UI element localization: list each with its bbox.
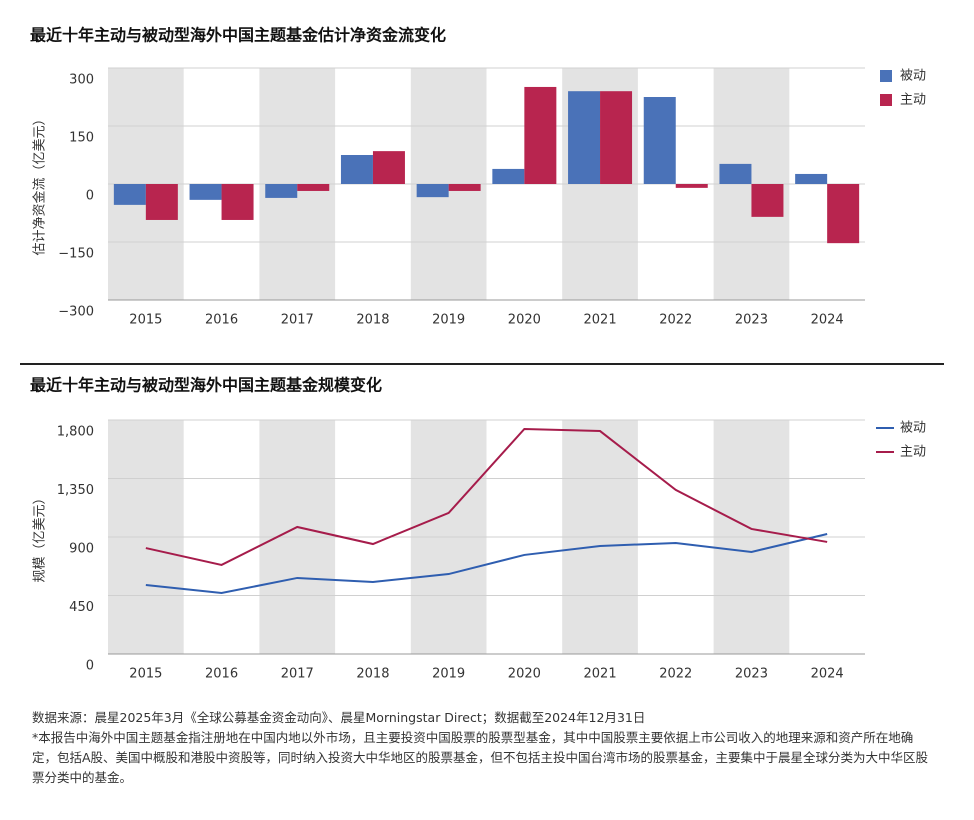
- bar: [221, 184, 254, 220]
- x-tick-label: 2024: [811, 667, 844, 682]
- x-tick-label: 2018: [356, 313, 389, 328]
- y-tick-label: 1,350: [57, 483, 94, 498]
- x-tick-label: 2017: [281, 313, 314, 328]
- source-note: 数据来源：晨星2025年3月《全球公募基金资金动向》、晨星Morningstar…: [32, 710, 646, 725]
- line: [145, 533, 828, 595]
- legend-swatch: [880, 94, 892, 106]
- bar: [145, 184, 178, 220]
- legend-label: 被动: [900, 421, 926, 436]
- y-tick-label: 0: [86, 189, 94, 204]
- bar: [643, 97, 676, 184]
- x-tick-label: 2021: [584, 313, 617, 328]
- bar: [340, 155, 373, 184]
- y-tick-label: 0: [86, 659, 94, 674]
- x-tick-label: 2015: [129, 313, 162, 328]
- bar: [265, 184, 298, 198]
- x-tick-label: 2024: [811, 313, 844, 328]
- bar: [675, 184, 708, 188]
- x-tick-label: 2022: [659, 667, 692, 682]
- y-tick-label: −150: [58, 247, 94, 262]
- y-tick-label: 150: [69, 131, 94, 146]
- x-tick-label: 2016: [205, 313, 238, 328]
- legend-label: 主动: [900, 445, 926, 460]
- y-tick-label: 1,800: [57, 425, 94, 440]
- bar: [113, 184, 146, 205]
- x-tick-label: 2019: [432, 313, 465, 328]
- chart-title: 最近十年主动与被动型海外中国主题基金规模变化: [30, 376, 382, 395]
- bar: [297, 184, 330, 191]
- line: [145, 427, 828, 567]
- charts: 最近十年主动与被动型海外中国主题基金估计净资金流变化 −300 −150 0 150 30…: [20, 26, 944, 682]
- bar: [600, 91, 633, 184]
- bar: [795, 173, 828, 184]
- x-tick-label: 2020: [508, 667, 541, 682]
- legend-swatch: [880, 70, 892, 82]
- bar: [719, 163, 752, 184]
- y-tick-label: 900: [69, 542, 94, 557]
- x-tick-label: 2019: [432, 667, 465, 682]
- legend-label: 主动: [900, 93, 926, 108]
- bar: [372, 151, 405, 184]
- legend-label: 被动: [900, 69, 926, 84]
- x-tick-label: 2017: [281, 667, 314, 682]
- bar: [568, 91, 601, 184]
- x-tick-label: 2015: [129, 667, 162, 682]
- x-tick-label: 2023: [735, 667, 768, 682]
- y-tick-label: 300: [69, 73, 94, 88]
- x-tick-label: 2023: [735, 313, 768, 328]
- bar: [448, 184, 481, 191]
- x-tick-label: 2022: [659, 313, 692, 328]
- bar: [492, 168, 525, 184]
- chart-title: 最近十年主动与被动型海外中国主题基金估计净资金流变化: [30, 26, 446, 45]
- y-tick-label: −300: [58, 305, 94, 320]
- bar: [827, 184, 860, 244]
- notes: 数据来源：晨星2025年3月《全球公募基金资金动向》、晨星Morningstar…: [32, 708, 932, 788]
- bar: [751, 184, 784, 217]
- y-tick-label: 450: [69, 600, 94, 615]
- y-axis-title: 估计净资金流（亿美元）: [32, 112, 48, 255]
- y-axis-title: 规模（亿美元）: [33, 491, 48, 582]
- x-tick-label: 2016: [205, 667, 238, 682]
- bar: [524, 86, 557, 184]
- bar: [189, 184, 222, 200]
- footnote: *本报告中海外中国主题基金指注册地在中国内地以外市场，且主要投资中国股票的股票型…: [32, 730, 929, 785]
- x-tick-label: 2018: [356, 667, 389, 682]
- x-tick-label: 2021: [584, 667, 617, 682]
- bar: [416, 184, 449, 198]
- x-tick-label: 2020: [508, 313, 541, 328]
